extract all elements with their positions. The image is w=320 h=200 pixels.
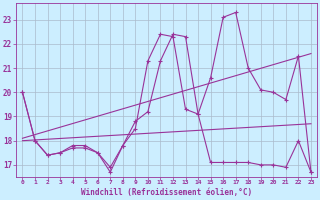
X-axis label: Windchill (Refroidissement éolien,°C): Windchill (Refroidissement éolien,°C) xyxy=(81,188,252,197)
